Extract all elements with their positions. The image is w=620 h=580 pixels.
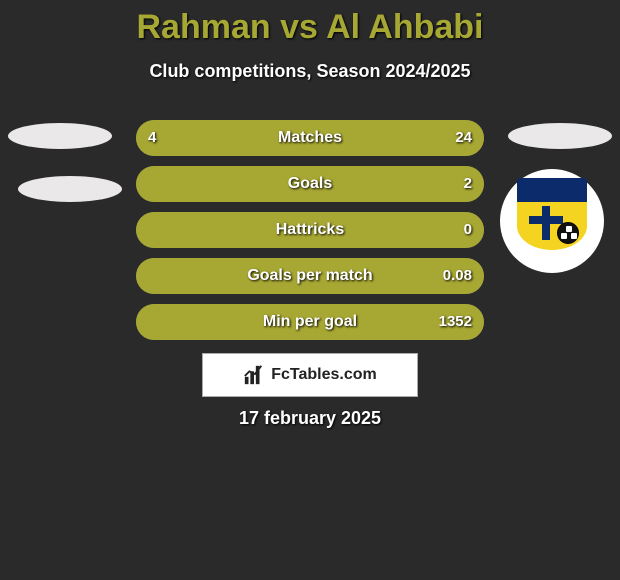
stat-bar-fill xyxy=(136,166,484,202)
page-subtitle: Club competitions, Season 2024/2025 xyxy=(0,61,620,82)
stat-bar-fill xyxy=(136,258,484,294)
stat-bars: Matches424 Goals2 Hattricks0 Goals per matc… xyxy=(136,120,484,350)
bar-chart-icon xyxy=(243,364,265,386)
stat-bar-fill xyxy=(136,304,484,340)
date-line: 17 february 2025 xyxy=(0,408,620,429)
stat-bar-fill-left xyxy=(136,120,186,156)
stat-row: Goals per match0.08 xyxy=(136,258,484,294)
player-right-club-crest xyxy=(500,169,604,273)
stat-row: Min per goal1352 xyxy=(136,304,484,340)
stat-bar-fill xyxy=(136,212,484,248)
stat-bar-fill-right xyxy=(186,120,484,156)
player-left-avatar-placeholder-1 xyxy=(8,123,112,149)
stat-row: Hattricks0 xyxy=(136,212,484,248)
stat-row: Goals2 xyxy=(136,166,484,202)
club-crest-icon xyxy=(517,178,587,264)
stat-row: Matches424 xyxy=(136,120,484,156)
player-right-avatar-placeholder-1 xyxy=(508,123,612,149)
brand-box[interactable]: FcTables.com xyxy=(202,353,418,397)
brand-text: FcTables.com xyxy=(271,366,377,384)
page-title: Rahman vs Al Ahbabi xyxy=(0,0,620,47)
player-left-avatar-placeholder-2 xyxy=(18,176,122,202)
